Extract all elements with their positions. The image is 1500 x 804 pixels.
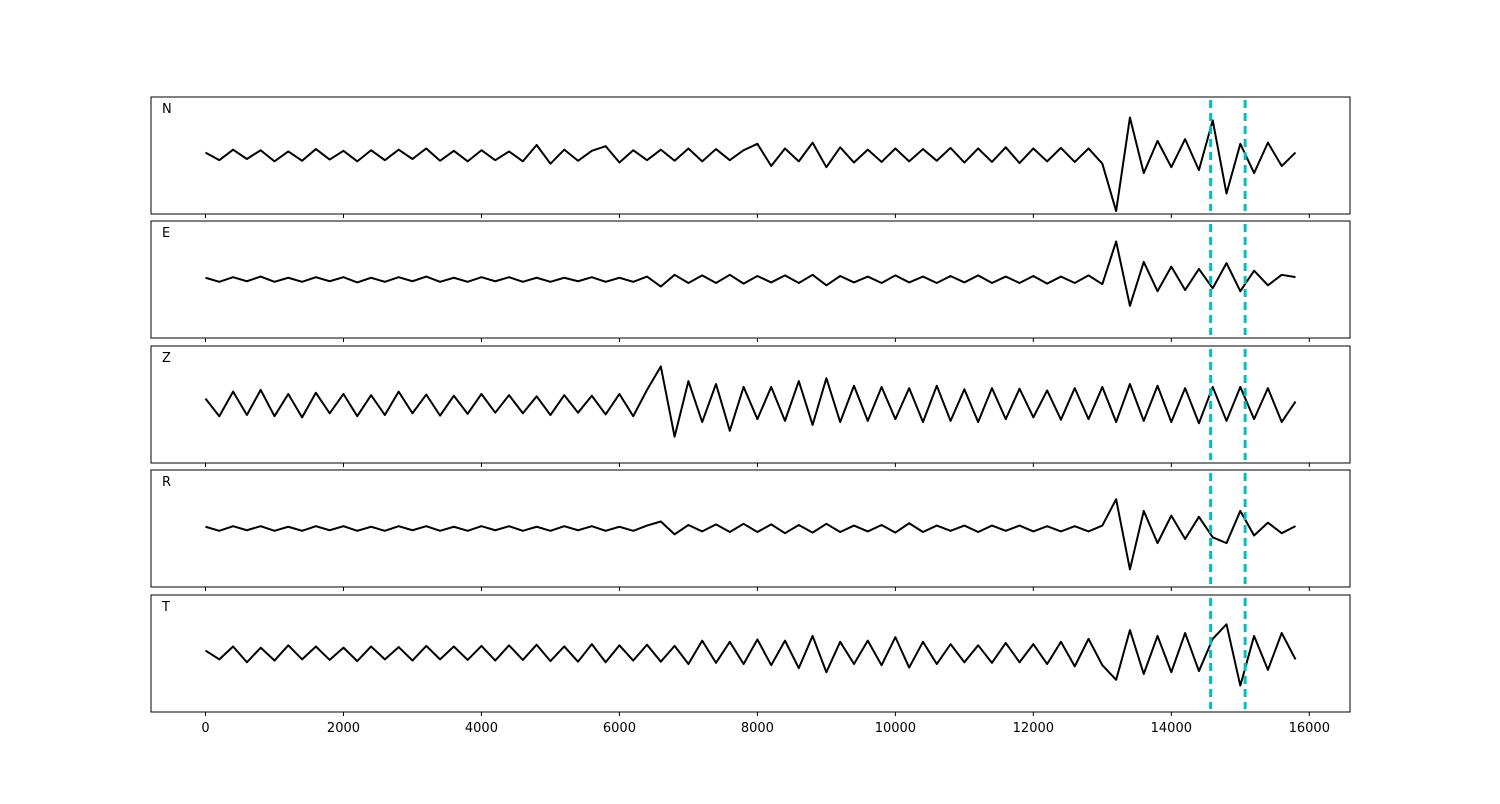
x-tick-label: 2000 (327, 721, 360, 736)
x-tick-label: 16000 (1289, 721, 1330, 736)
panel-frame (150, 220, 1351, 339)
panel-frame (150, 96, 1351, 215)
x-tick-label: 14000 (1151, 721, 1192, 736)
panel-frame (150, 345, 1351, 464)
x-tick-label: 6000 (603, 721, 636, 736)
x-tick-label: 4000 (465, 721, 498, 736)
trace (204, 365, 1297, 438)
x-tick-label: 0 (201, 721, 209, 736)
panel-frame (150, 469, 1351, 588)
panel-label: E (162, 226, 170, 241)
trace (205, 498, 1296, 571)
panel-label: Z (162, 351, 171, 366)
panel-label: R (162, 475, 171, 490)
panel-label: N (162, 102, 172, 117)
trace (205, 116, 1297, 213)
x-tick-label: 10000 (875, 721, 916, 736)
x-tick-label: 8000 (741, 721, 774, 736)
trace (204, 623, 1297, 687)
panel-frame (150, 594, 1351, 713)
x-tick-label: 12000 (1013, 721, 1054, 736)
panel-label: T (161, 600, 170, 615)
trace (205, 240, 1296, 307)
